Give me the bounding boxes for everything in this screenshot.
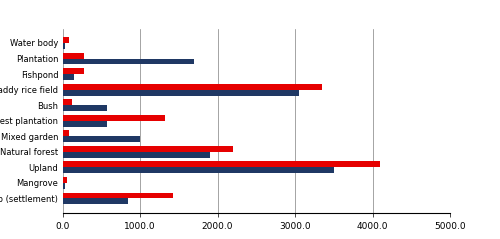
Bar bbox=[62, 130, 68, 136]
Bar bbox=[62, 84, 322, 90]
Bar bbox=[62, 53, 84, 59]
Bar bbox=[62, 99, 72, 105]
Bar bbox=[62, 152, 210, 158]
Bar bbox=[62, 193, 174, 198]
Bar bbox=[62, 59, 194, 64]
Bar bbox=[62, 115, 165, 121]
Bar bbox=[62, 121, 108, 127]
Bar bbox=[62, 161, 380, 167]
Bar bbox=[62, 105, 108, 111]
Bar bbox=[62, 37, 68, 43]
Bar bbox=[62, 146, 233, 152]
Bar bbox=[62, 43, 65, 49]
Bar bbox=[62, 198, 128, 204]
Bar bbox=[62, 177, 67, 183]
Bar bbox=[62, 74, 74, 80]
Bar bbox=[62, 68, 84, 74]
Bar bbox=[62, 136, 140, 142]
Bar bbox=[62, 167, 334, 173]
Bar bbox=[62, 183, 65, 189]
Bar bbox=[62, 90, 299, 96]
